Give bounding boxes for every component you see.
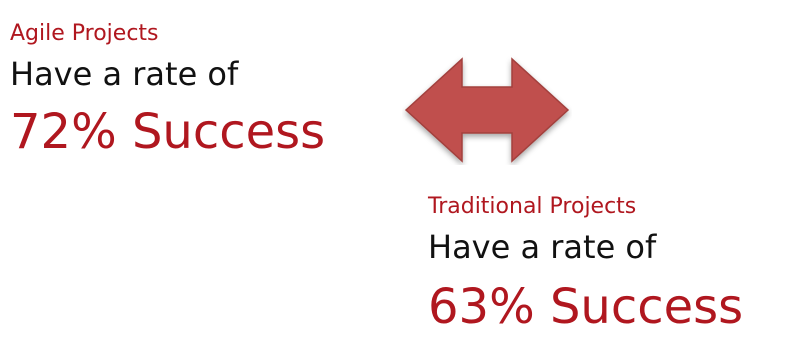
double-arrow-shape [404,57,570,163]
traditional-projects-block: Traditional Projects Have a rate of 63% … [428,193,743,335]
agile-success-rate: 72% Success [10,104,326,160]
agile-projects-block: Agile Projects Have a rate of 72% Succes… [10,20,325,160]
agile-rate-text: Have a rate of [10,55,239,93]
traditional-success-rate: 63% Success [428,279,744,335]
traditional-heading: Traditional Projects [428,194,637,219]
traditional-rate-text: Have a rate of [428,228,657,266]
double-arrow-icon [404,57,570,163]
agile-heading: Agile Projects [10,21,159,46]
